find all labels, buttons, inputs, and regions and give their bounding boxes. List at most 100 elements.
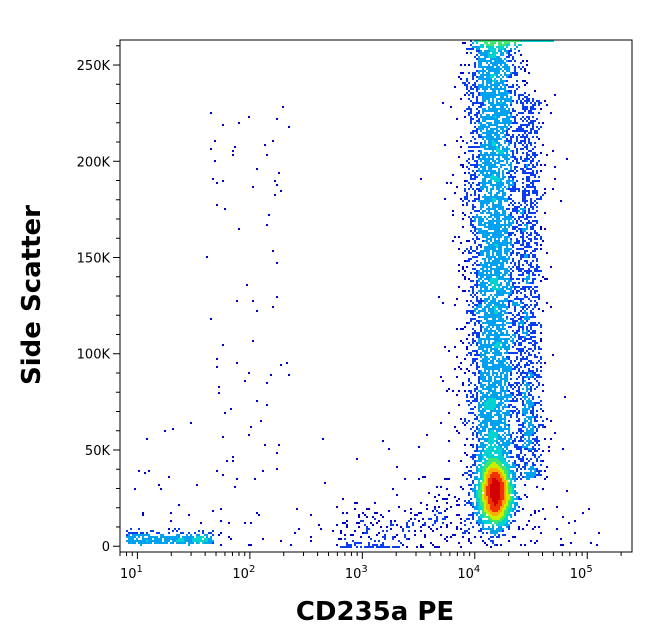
data-point bbox=[514, 264, 516, 266]
data-point bbox=[480, 46, 482, 48]
data-point bbox=[346, 526, 348, 528]
data-point bbox=[514, 366, 516, 368]
data-point bbox=[496, 214, 498, 216]
data-point bbox=[470, 164, 472, 166]
data-point bbox=[480, 116, 482, 118]
data-point bbox=[484, 362, 486, 364]
data-point bbox=[518, 264, 520, 266]
data-point bbox=[494, 140, 496, 142]
data-point bbox=[468, 400, 470, 402]
data-point bbox=[480, 536, 482, 538]
data-point bbox=[482, 80, 484, 82]
data-point bbox=[484, 216, 486, 218]
data-point bbox=[508, 170, 510, 172]
data-point bbox=[182, 532, 184, 534]
data-point bbox=[522, 280, 524, 282]
data-point bbox=[486, 418, 488, 420]
data-point bbox=[496, 436, 498, 438]
data-point bbox=[498, 426, 500, 428]
data-point bbox=[510, 168, 512, 170]
data-point bbox=[222, 180, 224, 182]
data-point bbox=[488, 260, 490, 262]
data-point bbox=[532, 384, 534, 386]
data-point bbox=[522, 322, 524, 324]
data-point bbox=[526, 416, 528, 418]
data-point bbox=[532, 190, 534, 192]
data-point bbox=[496, 108, 498, 110]
data-point bbox=[498, 410, 500, 412]
data-point bbox=[534, 432, 536, 434]
data-point bbox=[502, 96, 504, 98]
data-point bbox=[260, 420, 262, 422]
data-point bbox=[500, 252, 502, 254]
data-point bbox=[376, 512, 378, 514]
data-point bbox=[536, 442, 538, 444]
data-point bbox=[528, 132, 530, 134]
data-point bbox=[486, 316, 488, 318]
data-point bbox=[476, 514, 478, 516]
data-point bbox=[534, 420, 536, 422]
data-point bbox=[530, 294, 532, 296]
data-point bbox=[498, 114, 500, 116]
data-point bbox=[498, 126, 500, 128]
data-point bbox=[508, 70, 510, 72]
data-point bbox=[494, 114, 496, 116]
data-point bbox=[520, 130, 522, 132]
data-point bbox=[494, 134, 496, 136]
data-point bbox=[520, 338, 522, 340]
data-point bbox=[518, 382, 520, 384]
data-point bbox=[468, 216, 470, 218]
data-point bbox=[494, 226, 496, 228]
data-point bbox=[332, 530, 334, 532]
data-point bbox=[514, 166, 516, 168]
data-point bbox=[502, 286, 504, 288]
data-point bbox=[488, 390, 490, 392]
data-point bbox=[532, 376, 534, 378]
data-point bbox=[470, 218, 472, 220]
data-point bbox=[500, 352, 502, 354]
data-point bbox=[498, 94, 500, 96]
data-point bbox=[422, 518, 424, 520]
data-point bbox=[508, 322, 510, 324]
data-point bbox=[474, 450, 476, 452]
data-point bbox=[526, 148, 528, 150]
data-point bbox=[176, 534, 178, 536]
data-point bbox=[480, 276, 482, 278]
data-point bbox=[486, 74, 488, 76]
data-point bbox=[480, 416, 482, 418]
data-point bbox=[526, 136, 528, 138]
data-point bbox=[488, 372, 490, 374]
data-point bbox=[536, 402, 538, 404]
data-point bbox=[498, 304, 500, 306]
data-point bbox=[524, 322, 526, 324]
data-point bbox=[472, 358, 474, 360]
data-point bbox=[352, 534, 354, 536]
data-point bbox=[466, 108, 468, 110]
data-point bbox=[482, 422, 484, 424]
data-point bbox=[518, 334, 520, 336]
data-point bbox=[486, 404, 488, 406]
data-point bbox=[468, 494, 470, 496]
data-point bbox=[472, 438, 474, 440]
data-point bbox=[504, 258, 506, 260]
data-point bbox=[498, 434, 500, 436]
data-point bbox=[514, 316, 516, 318]
data-point bbox=[508, 438, 510, 440]
data-point bbox=[534, 132, 536, 134]
data-point bbox=[160, 540, 162, 542]
data-point bbox=[484, 332, 486, 334]
data-point bbox=[488, 124, 490, 126]
data-point bbox=[518, 342, 520, 344]
data-point bbox=[140, 542, 142, 544]
data-point bbox=[478, 456, 480, 458]
data-point bbox=[366, 516, 368, 518]
data-point bbox=[522, 80, 524, 82]
data-point bbox=[536, 380, 538, 382]
data-point bbox=[496, 350, 498, 352]
data-point bbox=[530, 354, 532, 356]
data-point bbox=[516, 210, 518, 212]
data-point bbox=[514, 324, 516, 326]
data-point bbox=[516, 242, 518, 244]
data-point bbox=[496, 324, 498, 326]
data-point bbox=[478, 516, 480, 518]
